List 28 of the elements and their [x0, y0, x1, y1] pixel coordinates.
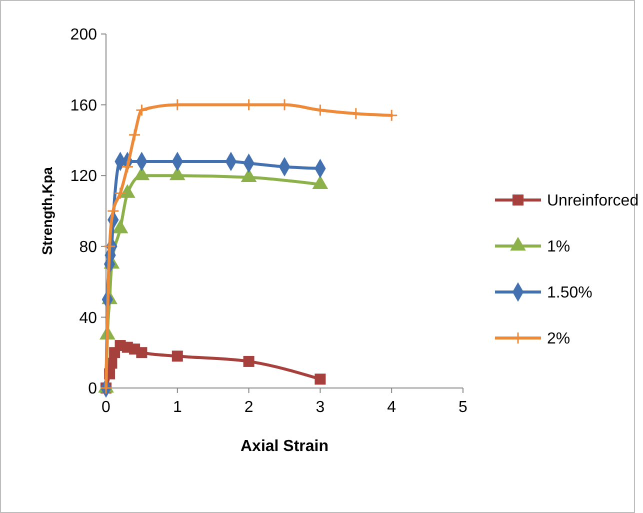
y-tick-label: 120	[70, 168, 98, 186]
y-tick-label: 80	[79, 239, 98, 256]
x-tick-label: 4	[387, 399, 396, 416]
point	[128, 128, 141, 142]
x-tick-label: 2	[244, 399, 254, 416]
point	[106, 204, 120, 218]
point	[172, 350, 183, 362]
y-tick-label: 40	[79, 310, 98, 327]
legend-label: 2%	[547, 330, 570, 348]
legend-label: 1.50%	[547, 284, 592, 302]
x-tick-label: 5	[458, 399, 468, 416]
y-axis-title: Strength,Kpa	[39, 166, 55, 255]
legend-label: 1%	[547, 238, 570, 256]
point	[243, 356, 254, 367]
x-tick-label: 3	[316, 399, 325, 416]
point	[121, 160, 134, 173]
x-axis-title: Axial Strain	[240, 438, 329, 455]
point	[314, 104, 326, 116]
point	[114, 187, 127, 200]
point	[314, 374, 326, 385]
y-tick-label: 200	[70, 26, 98, 44]
y-tick-label: 0	[88, 380, 98, 398]
y-tick-label: 160	[70, 97, 98, 114]
x-tick-label: 0	[102, 399, 111, 416]
x-tick-label: 1	[172, 399, 182, 416]
point	[135, 104, 148, 116]
legend-label: Unreinforced	[547, 192, 639, 210]
point	[136, 347, 148, 358]
